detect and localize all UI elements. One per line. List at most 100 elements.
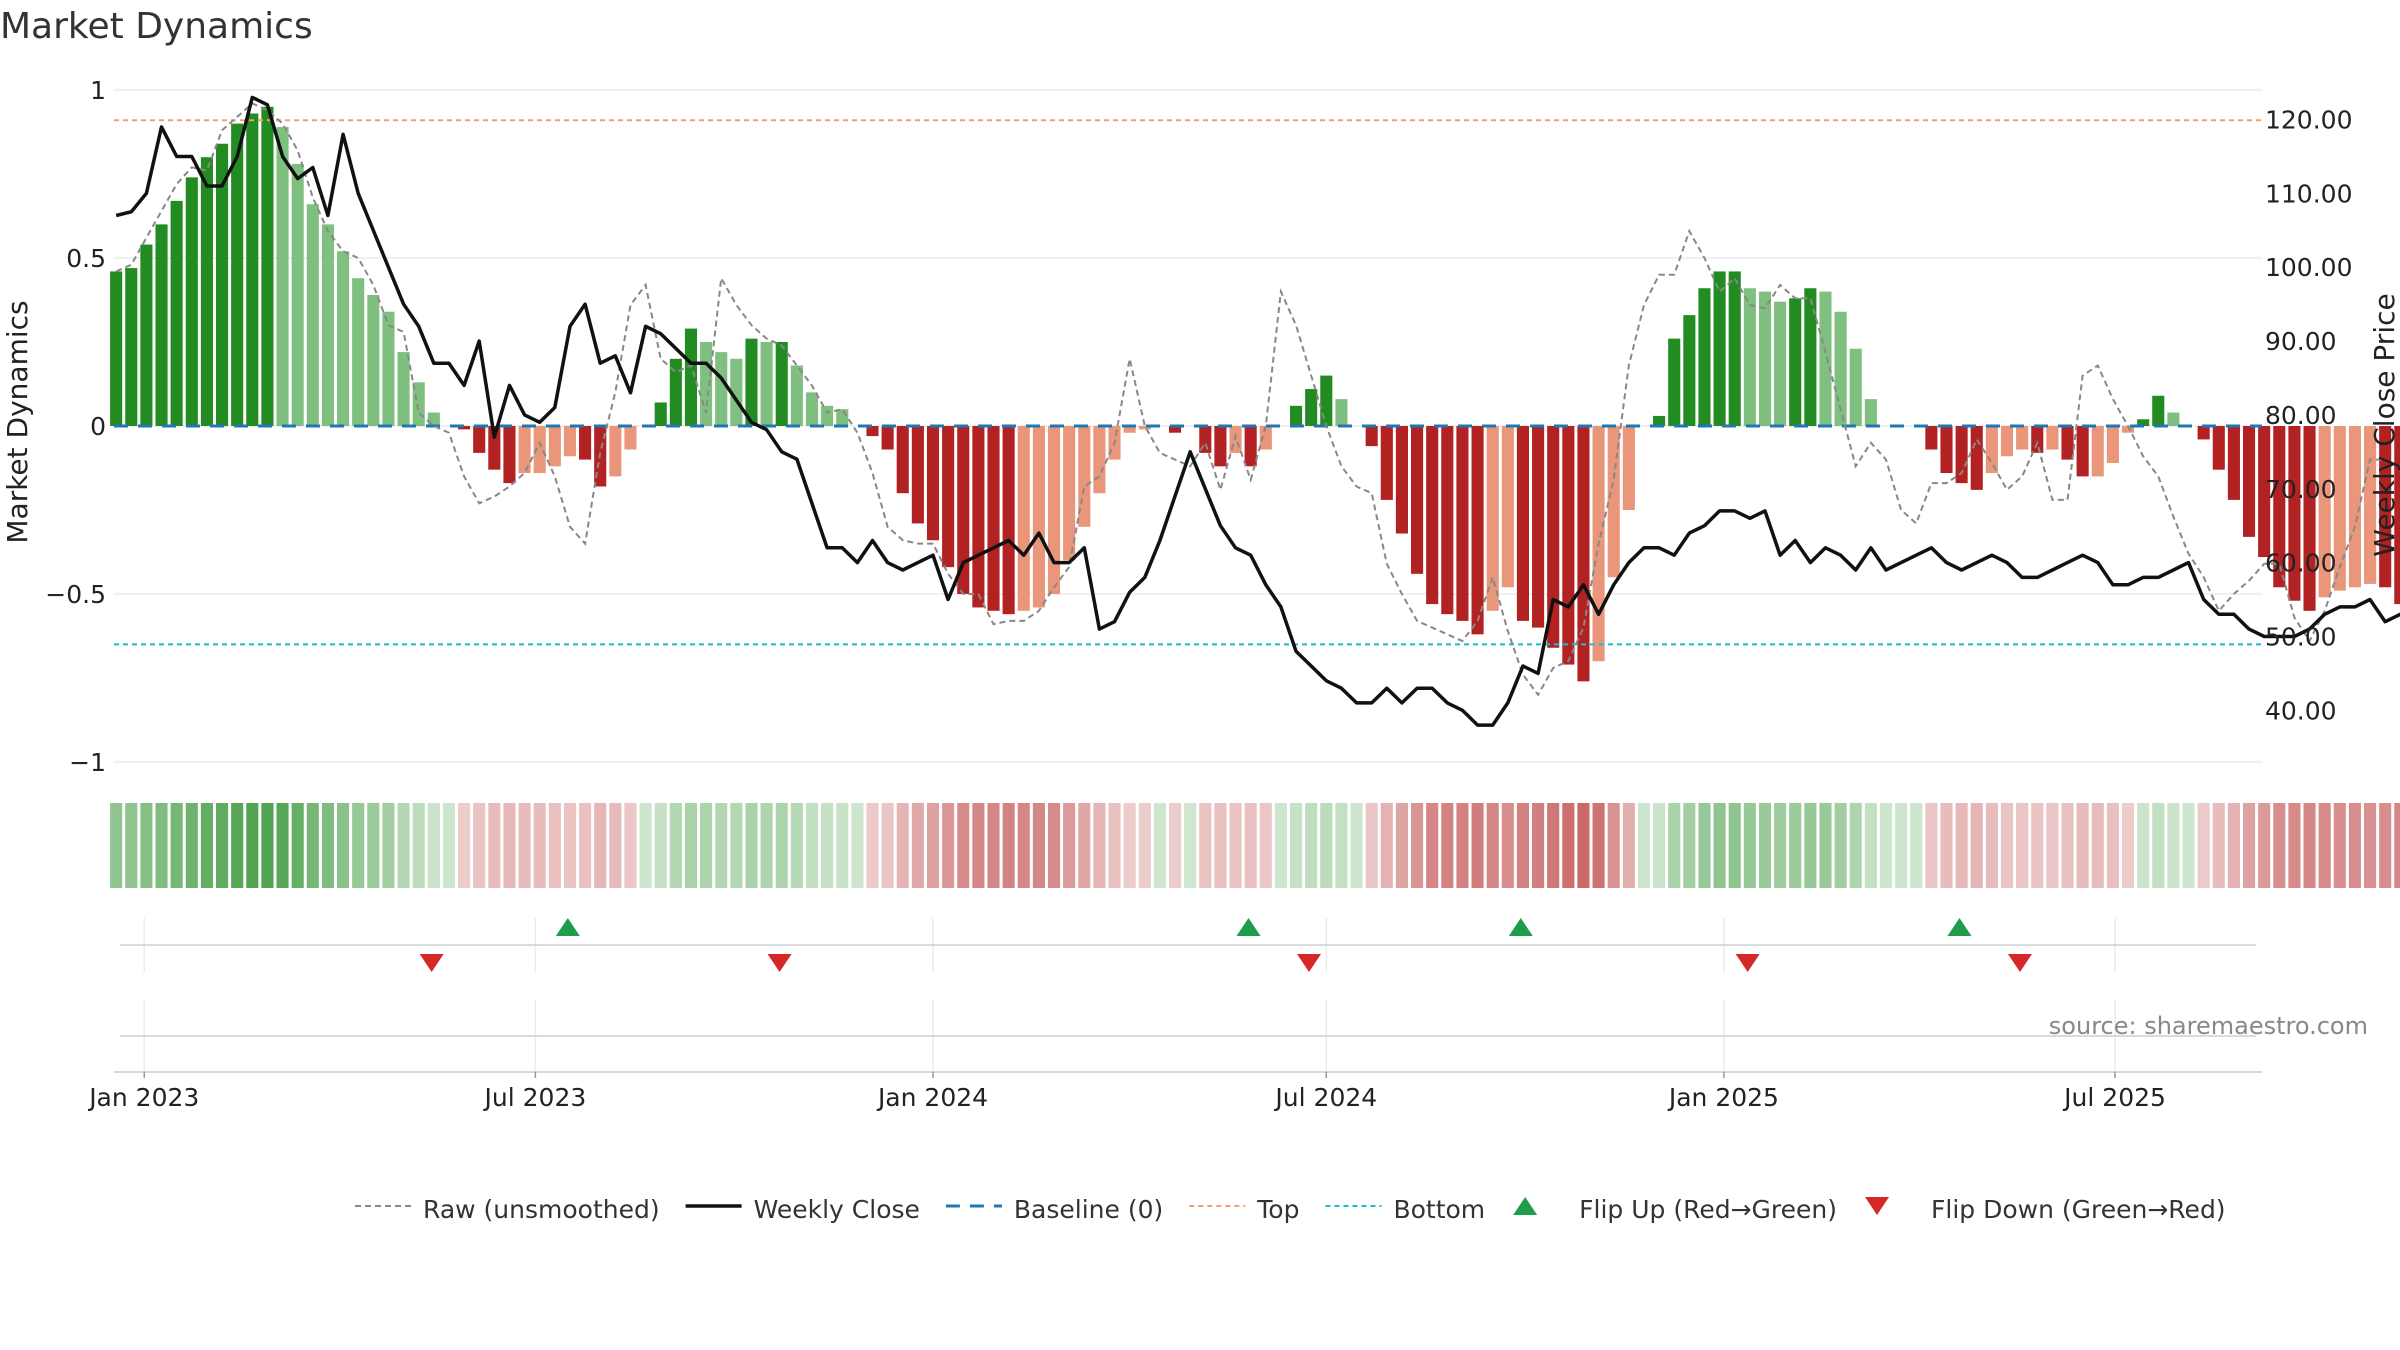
regime-cell — [276, 803, 289, 888]
positive-bar — [2152, 395, 2165, 426]
regime-cell — [215, 803, 229, 888]
positive-bar — [1713, 271, 1726, 426]
negative-bar — [488, 426, 501, 470]
positive-bar — [321, 224, 334, 426]
regime-cell — [1047, 803, 1061, 888]
regime-cell — [1562, 803, 1575, 888]
positive-bar — [2167, 412, 2180, 426]
regime-cell — [458, 803, 471, 888]
negative-bar — [2046, 426, 2059, 450]
negative-bar — [2091, 426, 2104, 477]
negative-bar — [1501, 426, 1514, 588]
x-tick-label: Jul 2024 — [1273, 1083, 1377, 1112]
flip-down-marker — [767, 954, 792, 972]
flip-markers-panel — [120, 918, 2256, 1037]
regime-cell — [1259, 803, 1272, 888]
raw-line — [115, 102, 2386, 697]
regime-cell — [1168, 803, 1182, 888]
regime-cell — [503, 803, 516, 888]
negative-bar — [881, 426, 894, 450]
positive-bar — [684, 328, 698, 426]
positive-bar — [669, 358, 682, 426]
negative-bar — [1622, 426, 1635, 510]
legend-label: Baseline (0) — [1014, 1195, 1163, 1224]
x-tick-label: Jan 2024 — [876, 1083, 988, 1112]
regime-cell — [2197, 803, 2210, 888]
regime-cell — [321, 803, 334, 888]
negative-bar — [1562, 426, 1575, 665]
regime-cell — [2046, 803, 2059, 888]
positive-bar — [1728, 271, 1741, 426]
regime-cell — [609, 803, 622, 888]
positive-bar — [140, 244, 153, 426]
negative-bar — [866, 426, 879, 437]
regime-cell — [1683, 803, 1696, 888]
regime-cell — [821, 803, 834, 888]
regime-cell — [1244, 803, 1257, 888]
regime-cell — [1622, 803, 1635, 888]
regime-cell — [1365, 803, 1378, 888]
negative-bar — [1168, 426, 1182, 433]
positive-bar — [291, 163, 304, 427]
regime-cell — [442, 803, 456, 888]
regime-cell — [896, 803, 909, 888]
negative-bar — [2197, 426, 2210, 440]
regime-cell — [2348, 803, 2361, 888]
regime-cell — [1032, 803, 1045, 888]
gridlines — [114, 89, 2262, 1072]
positive-bar — [185, 177, 198, 426]
regime-cell — [624, 803, 637, 888]
negative-bar — [1214, 426, 1227, 467]
regime-cell — [1940, 803, 1953, 888]
regime-cell — [261, 803, 274, 888]
regime-cell — [1879, 803, 1893, 888]
axis-ticks: 1 0.5 0 −0.5 −1 120.00 110.00 100.00 90.00 80.00 7… — [45, 76, 2352, 777]
regime-cell — [745, 803, 758, 888]
regime-cell — [1411, 803, 1424, 888]
source-note: source: sharemaestro.com — [2049, 1012, 2368, 1040]
regime-cell — [1547, 803, 1560, 888]
regime-cell — [911, 803, 924, 888]
regime-cell — [306, 803, 319, 888]
legend-swatch-flip-down — [1865, 1197, 1890, 1215]
regime-cell — [2379, 803, 2392, 888]
negative-bar — [2000, 426, 2014, 457]
regime-cell — [337, 803, 350, 888]
negative-bar — [2212, 426, 2225, 470]
positive-bar — [1758, 291, 1772, 426]
positive-bar — [1335, 399, 1348, 426]
negative-bar — [1532, 426, 1545, 628]
negative-bar — [1123, 426, 1136, 433]
flip-up-marker — [555, 918, 580, 936]
negative-bar — [1411, 426, 1424, 574]
regime-cell — [2061, 803, 2074, 888]
regime-cell — [1002, 803, 1015, 888]
negative-bar — [1244, 426, 1257, 467]
regime-cell — [473, 803, 486, 888]
regime-cell — [1804, 803, 1817, 888]
regime-cell — [942, 803, 955, 888]
regime-cell — [2076, 803, 2089, 888]
negative-bar — [1259, 426, 1272, 450]
regime-cell — [1925, 803, 1938, 888]
regime-cell — [1138, 803, 1151, 888]
regime-cell — [125, 803, 138, 888]
negative-bar — [1486, 426, 1499, 611]
regime-cell — [367, 803, 380, 888]
y-left-tick-label: −1 — [69, 748, 106, 777]
legend-label: Weekly Close — [754, 1195, 920, 1224]
regime-cell — [1698, 803, 1711, 888]
negative-bar — [1985, 426, 1998, 474]
regime-cell — [1017, 803, 1030, 888]
momentum-bars — [110, 106, 2400, 682]
legend: Raw (unsmoothed) Weekly Close Baseline (0)… — [355, 1195, 2226, 1224]
regime-cell — [1289, 803, 1303, 888]
legend-label: Flip Down (Green→Red) — [1931, 1195, 2226, 1224]
negative-bar — [1441, 426, 1454, 615]
regime-cell — [200, 803, 213, 888]
positive-bar — [1743, 288, 1756, 426]
negative-bar — [518, 426, 531, 474]
negative-bar — [987, 426, 1000, 611]
negative-bar — [458, 426, 471, 430]
negative-bar — [1380, 426, 1393, 500]
